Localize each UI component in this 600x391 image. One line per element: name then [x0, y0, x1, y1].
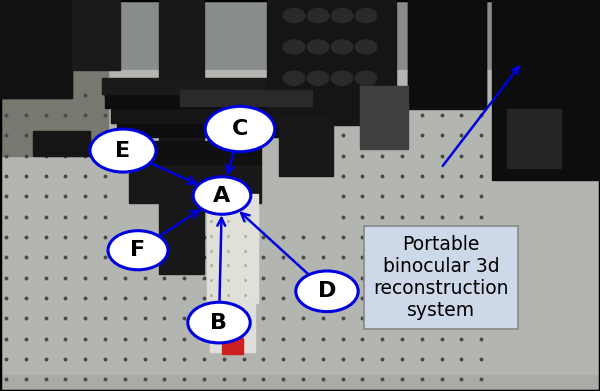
Circle shape — [188, 302, 250, 343]
Bar — [408, 0, 486, 109]
Bar — [210, 299, 255, 352]
Text: B: B — [211, 312, 227, 333]
Bar — [180, 90, 312, 106]
Circle shape — [355, 9, 377, 23]
Circle shape — [205, 106, 275, 152]
Circle shape — [193, 177, 251, 214]
Bar — [222, 338, 243, 354]
Bar — [117, 123, 321, 137]
Bar — [111, 108, 327, 123]
Text: A: A — [214, 185, 230, 206]
Bar — [279, 59, 333, 176]
Bar — [0, 70, 600, 391]
Circle shape — [283, 40, 305, 54]
Circle shape — [307, 40, 329, 54]
Bar — [72, 0, 120, 70]
Text: D: D — [318, 281, 336, 301]
Bar — [0, 0, 108, 156]
Circle shape — [108, 231, 168, 270]
Bar — [0, 0, 72, 98]
Text: E: E — [115, 140, 131, 161]
Bar — [33, 131, 90, 156]
Bar — [0, 375, 600, 391]
Text: C: C — [232, 119, 248, 139]
Text: Portable
binocular 3d
reconstruction
system: Portable binocular 3d reconstruction sys… — [373, 235, 509, 320]
Bar — [276, 0, 396, 117]
Bar — [207, 194, 258, 303]
Circle shape — [331, 9, 353, 23]
Bar — [102, 78, 342, 94]
Bar — [492, 0, 600, 180]
Bar — [408, 0, 486, 106]
Circle shape — [331, 40, 353, 54]
Text: F: F — [130, 240, 146, 260]
Circle shape — [296, 271, 358, 312]
Circle shape — [283, 9, 305, 23]
Bar — [129, 141, 261, 164]
Bar — [0, 0, 72, 98]
Bar — [267, 0, 393, 125]
Bar — [159, 0, 204, 274]
Bar — [105, 94, 330, 108]
Circle shape — [283, 71, 305, 85]
Circle shape — [90, 129, 156, 172]
Bar — [0, 63, 600, 78]
Circle shape — [331, 71, 353, 85]
Circle shape — [307, 71, 329, 85]
Circle shape — [355, 40, 377, 54]
Bar — [360, 86, 408, 149]
Circle shape — [355, 71, 377, 85]
Bar — [0, 0, 600, 70]
Bar — [129, 164, 261, 203]
Circle shape — [307, 9, 329, 23]
Bar — [0, 0, 600, 66]
Bar — [507, 109, 561, 168]
